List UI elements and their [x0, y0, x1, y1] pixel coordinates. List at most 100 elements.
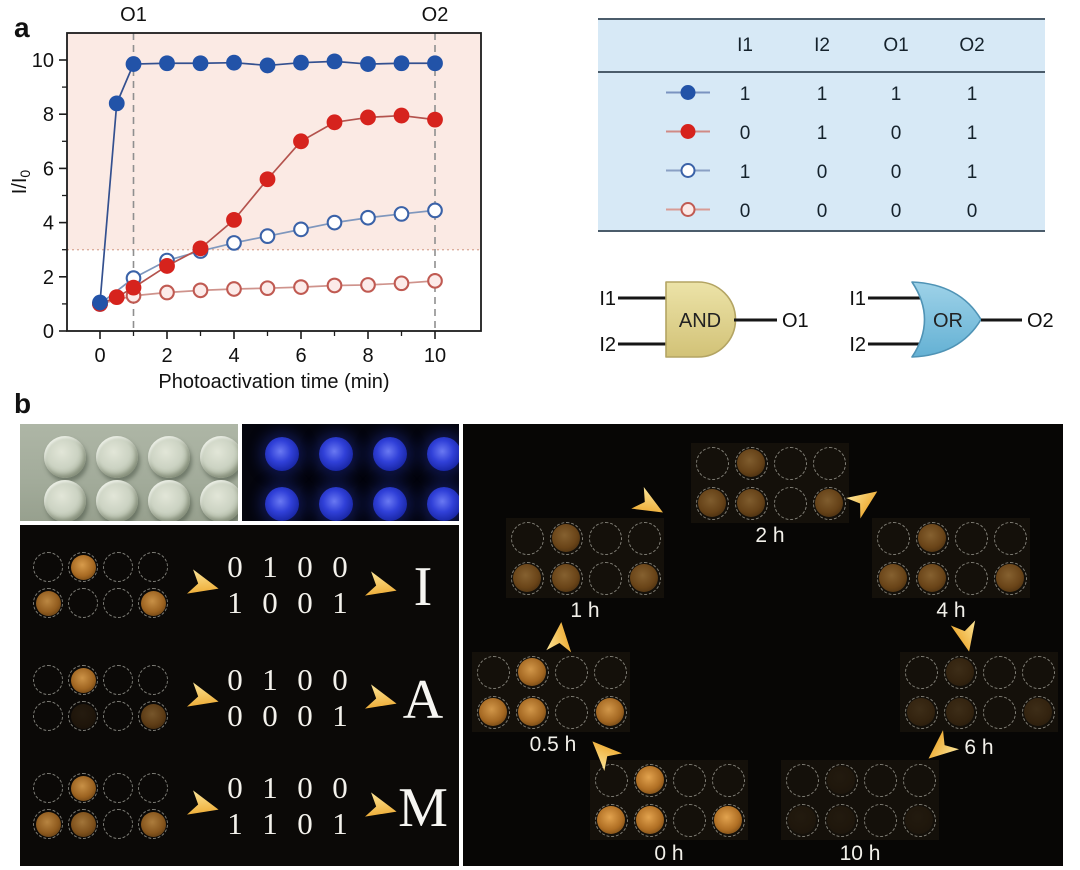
legend-marker-red-open — [665, 201, 711, 224]
storage-dot-outline — [902, 763, 936, 797]
binary-digit: 1 — [332, 806, 348, 841]
storage-dot-outline — [510, 521, 544, 555]
storage-dot-outline — [824, 803, 858, 837]
y-tick-label: 10 — [32, 50, 54, 72]
storage-time-label: 0.5 h — [529, 733, 577, 756]
code-I-dot-outline — [138, 552, 168, 582]
code-A-dot-outline — [138, 665, 168, 695]
data-point — [125, 279, 142, 296]
storage-dot-outline — [982, 655, 1016, 689]
data-point — [427, 111, 443, 128]
arrow-to-letter — [364, 792, 399, 824]
data-point — [108, 289, 125, 306]
code-A-dot-lit — [70, 667, 96, 693]
fluorescent-dot — [265, 437, 299, 471]
legend-marker-red-filled — [665, 123, 711, 146]
data-point — [326, 214, 343, 231]
code-I-dot-lit — [70, 554, 96, 580]
arrow-to-letter — [364, 571, 399, 603]
data-point — [92, 294, 108, 311]
binary-digit: 1 — [262, 662, 278, 697]
data-point — [427, 273, 443, 289]
data-point — [159, 55, 175, 72]
panel-b-label: b — [14, 388, 32, 419]
binary-digit: 0 — [227, 770, 243, 805]
fluorescent-dot — [265, 487, 299, 521]
truth-table-cell: 0 — [890, 162, 902, 183]
code-I-dot-outline — [68, 588, 98, 618]
legend-marker-icon — [666, 202, 710, 217]
gel-pillar — [200, 436, 238, 478]
legend-marker-blue-open — [665, 162, 711, 185]
binary-digit: 1 — [227, 585, 243, 620]
storage-photo-0.5h — [472, 652, 630, 732]
cycle-arrow-4h-6h — [950, 620, 982, 655]
truth-table-cell: 1 — [966, 84, 978, 105]
code-I-dot-lit — [35, 590, 61, 616]
code-A-dot-lit — [70, 703, 96, 729]
code-A-dot-outline — [33, 701, 63, 731]
storage-dot-outline — [695, 486, 729, 520]
truth-table-cell: 0 — [890, 123, 902, 144]
storage-dot-outline — [672, 803, 706, 837]
arrow-to-binary — [186, 790, 221, 822]
data-point — [293, 221, 309, 238]
arrow-to-letter — [364, 684, 399, 716]
code-M-dot-lit — [140, 811, 166, 837]
x-tick-label: 0 — [94, 345, 105, 367]
hydrogel-array-uv-fluorescence-photo — [242, 424, 459, 521]
truth-table-header-I2: I2 — [814, 35, 830, 56]
gel-pillar — [96, 436, 138, 478]
hydrogel-array-brightfield-photo — [20, 424, 238, 521]
cycle-arrow-05h-1h — [546, 621, 575, 653]
code-M-dot-outline — [33, 773, 63, 803]
storage-dot-lit — [597, 806, 625, 834]
truth-table-cell: 1 — [890, 84, 902, 105]
binary-digit: 0 — [332, 549, 348, 584]
storage-photo-4h — [872, 518, 1030, 598]
storage-dot-outline — [734, 486, 768, 520]
gate-output-label-O1: O1 — [782, 310, 809, 332]
storage-dot-lit — [552, 524, 580, 552]
storage-time-label: 1 h — [570, 599, 600, 622]
storage-dot-lit — [918, 564, 946, 592]
x-tick-label: 4 — [228, 345, 239, 367]
data-point — [293, 54, 309, 71]
fluorescent-dot — [319, 437, 353, 471]
truth-table-header-O2: O2 — [959, 35, 985, 56]
storage-photo-6h — [900, 652, 1058, 732]
code-M-dot-outline — [68, 773, 98, 803]
decoded-letter-A: A — [402, 669, 444, 731]
storage-dot-outline — [633, 763, 667, 797]
storage-dot-lit — [636, 806, 664, 834]
fluorescent-dot — [373, 437, 407, 471]
storage-dot-outline — [993, 561, 1027, 595]
code-I-dot-outline — [103, 552, 133, 582]
storage-dot-outline — [1021, 655, 1055, 689]
vline-label-O1: O1 — [120, 4, 147, 26]
code-M-dot-outline — [68, 809, 98, 839]
data-point — [427, 55, 443, 72]
storage-dot-lit — [737, 449, 765, 477]
storage-dot-outline — [515, 655, 549, 689]
gel-pillar — [148, 436, 190, 478]
data-point — [393, 55, 410, 72]
code-A-dot-lit — [140, 703, 166, 729]
gel-pillar — [148, 480, 190, 521]
fluorescent-dot — [427, 437, 459, 471]
legend-marker-icon — [666, 124, 710, 139]
y-tick-label: 4 — [43, 213, 54, 235]
legend-marker-icon — [666, 163, 710, 178]
code-M-dot-lit — [35, 811, 61, 837]
data-point — [326, 53, 343, 70]
storage-time-label: 2 h — [755, 524, 785, 547]
binary-digit: 0 — [227, 549, 243, 584]
truth-table-cell: 0 — [816, 201, 828, 222]
storage-dot-outline — [812, 446, 846, 480]
binary-digit: 0 — [332, 770, 348, 805]
fluorescent-dot — [427, 487, 459, 521]
truth-table-cell: 0 — [966, 201, 978, 222]
data-point — [293, 279, 309, 295]
binary-digit: 1 — [332, 698, 348, 733]
